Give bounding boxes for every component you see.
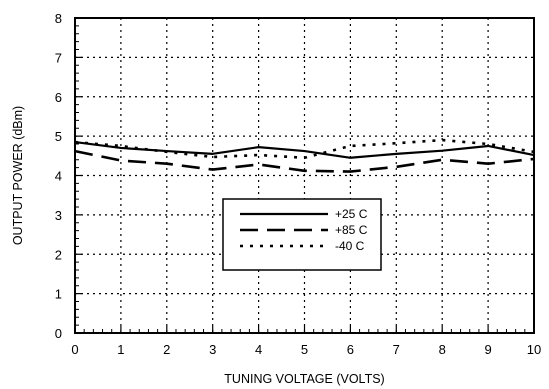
series-line-1: [74, 149, 535, 173]
legend-label-2: -40 C: [335, 239, 365, 253]
x-tick-label: 5: [301, 342, 308, 357]
y-tick-label: 5: [55, 129, 62, 144]
y-tick-label: 4: [55, 169, 62, 184]
y-axis-title: OUTPUT POWER (dBm): [11, 106, 25, 245]
y-tick-label: 7: [55, 50, 62, 65]
y-tick-label: 0: [55, 326, 62, 341]
x-tick-label: 9: [484, 342, 491, 357]
x-tick-label: 0: [71, 342, 78, 357]
series-lines: [74, 138, 535, 173]
legend-label-0: +25 C: [335, 207, 368, 221]
y-tick-label: 6: [55, 90, 62, 105]
x-tick-labels: 0 1 2 3 4 5 6 7 8 9 10: [71, 342, 541, 357]
series-line-2: [74, 138, 535, 160]
y-tick-labels: 0 1 2 3 4 5 6 7 8: [55, 11, 62, 341]
x-tick-label: 10: [527, 342, 541, 357]
axis-ticks: [74, 17, 535, 334]
legend-box: [222, 198, 382, 271]
y-tick-label: 2: [55, 247, 62, 262]
x-tick-label: 7: [393, 342, 400, 357]
y-tick-label: 3: [55, 208, 62, 223]
series-line-0: [74, 140, 535, 159]
y-tick-label: 1: [55, 287, 62, 302]
x-tick-label: 1: [117, 342, 124, 357]
x-tick-label: 6: [347, 342, 354, 357]
y-tick-label: 8: [55, 11, 62, 26]
x-axis-title: TUNING VOLTAGE (VOLTS): [224, 372, 384, 386]
legend: +25 C +85 C -40 C: [222, 198, 382, 271]
legend-label-1: +85 C: [335, 223, 368, 237]
grid: [75, 18, 534, 333]
x-tick-label: 3: [209, 342, 216, 357]
x-tick-label: 4: [255, 342, 262, 357]
x-tick-label: 8: [439, 342, 446, 357]
x-tick-label: 2: [163, 342, 170, 357]
